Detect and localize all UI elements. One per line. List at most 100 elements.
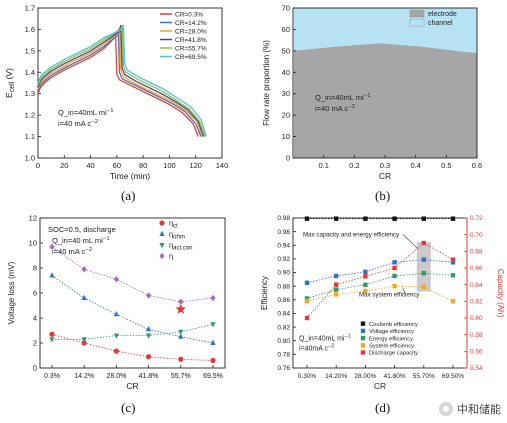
data-point bbox=[450, 260, 456, 265]
x-tick-label: 0.2 bbox=[349, 161, 359, 170]
legend-marker bbox=[360, 343, 366, 348]
data-point bbox=[421, 257, 426, 262]
series-line bbox=[306, 272, 454, 299]
y-tick-label: 70 bbox=[282, 4, 290, 13]
data-point bbox=[49, 243, 55, 250]
data-point bbox=[304, 298, 310, 304]
legend-label: channel bbox=[428, 20, 453, 27]
series-line bbox=[51, 246, 214, 303]
y-tick-label: 0.80 bbox=[277, 338, 290, 345]
data-point bbox=[450, 216, 456, 221]
data-point bbox=[450, 298, 456, 304]
series-line bbox=[306, 242, 454, 319]
legend-label: Coulomb efficiency bbox=[369, 322, 418, 328]
series-line bbox=[37, 31, 199, 137]
legend-marker bbox=[159, 243, 165, 249]
x-tick-label: 41.8% bbox=[139, 373, 159, 380]
legend-marker bbox=[360, 335, 366, 341]
legend-label: ηohm bbox=[169, 230, 185, 241]
data-point bbox=[81, 340, 87, 346]
y-tick-label: 2 bbox=[33, 339, 37, 348]
y-right-tick-label: 0.70 bbox=[470, 232, 483, 239]
y-tick-label: 4 bbox=[33, 314, 37, 323]
data-point bbox=[363, 216, 368, 221]
data-point bbox=[81, 337, 87, 343]
legend-label: Discharge capacity bbox=[369, 351, 418, 357]
legend-marker bbox=[159, 252, 165, 260]
data-point bbox=[363, 274, 368, 279]
y-tick-label: 1.0 bbox=[25, 154, 35, 163]
y-axis-label: Voltage loss (mV) bbox=[7, 261, 16, 324]
series-line bbox=[306, 259, 454, 284]
y-right-tick-label: 0.64 bbox=[470, 282, 483, 289]
caption-a: (a) bbox=[121, 188, 136, 203]
annotation-arrow bbox=[402, 287, 406, 294]
data-point bbox=[392, 216, 397, 221]
series-line bbox=[52, 323, 214, 340]
legend-label: electrode bbox=[428, 11, 457, 18]
data-point bbox=[210, 339, 216, 345]
annotation-max-capacity: Max capacity and energy efficiency bbox=[303, 231, 400, 238]
data-point bbox=[304, 296, 310, 301]
y-tick-label: 0.94 bbox=[277, 242, 290, 249]
legend-swatch bbox=[409, 18, 425, 27]
annotation-current: i=40mA c--2 bbox=[299, 344, 334, 353]
data-point bbox=[392, 265, 397, 271]
data-point bbox=[334, 287, 339, 292]
x-tick-label: 60 bbox=[113, 161, 121, 170]
x-tick-label: 55.70% bbox=[413, 373, 435, 380]
data-point bbox=[334, 273, 339, 279]
legend-label: CR=0.3% bbox=[175, 12, 203, 19]
annotation-flow: Q_in=40mL mi--1 bbox=[315, 93, 370, 102]
y-tick-label: 1.3 bbox=[25, 89, 35, 98]
data-point bbox=[146, 326, 152, 332]
data-point bbox=[81, 266, 87, 273]
y-tick-label: 0.82 bbox=[277, 324, 290, 331]
data-point bbox=[450, 273, 456, 278]
legend-label: CR=69.5% bbox=[175, 54, 207, 61]
series-line bbox=[51, 333, 214, 361]
chart-d: 0.30% 14.20% 28.00% 41.80% 55.70% 69.50% 0.76 0… bbox=[260, 215, 505, 391]
y-tick-label: 40 bbox=[282, 68, 290, 77]
legend-label: System efficiency bbox=[369, 343, 414, 349]
y-tick-label: 20 bbox=[282, 111, 290, 120]
x-tick-label: 69.50% bbox=[442, 373, 464, 380]
y-tick-label: 0.90 bbox=[277, 270, 290, 277]
data-point bbox=[304, 216, 310, 221]
series-line bbox=[37, 29, 202, 137]
y-tick-label: 0.96 bbox=[277, 229, 290, 236]
data-point bbox=[210, 294, 216, 302]
annotation-flow: Q_in=40 mL mi--1 bbox=[52, 236, 110, 245]
data-point bbox=[304, 315, 310, 321]
data-point bbox=[334, 282, 339, 287]
x-tick-label: 100 bbox=[163, 161, 176, 170]
star-marker bbox=[175, 303, 186, 314]
data-point bbox=[81, 294, 87, 300]
legend-swatch bbox=[409, 9, 425, 18]
data-point bbox=[113, 333, 119, 339]
x-tick-label: 28.0% bbox=[106, 373, 126, 380]
legend-label: CR=28.0% bbox=[175, 29, 207, 36]
x-tick-label: 0.30% bbox=[298, 373, 317, 380]
legend-label: CR=41.8% bbox=[175, 37, 207, 44]
chart-a: 0 20 40 60 80 100 120 140 1.0 1.1 1.2 1.3 1.4 1.5 1.6 1… bbox=[4, 4, 228, 182]
y-tick-label: 1.5 bbox=[25, 46, 35, 55]
data-point bbox=[392, 260, 397, 265]
y-axis-label: Flow rate proportion (%) bbox=[262, 40, 271, 126]
annotation-current: i=40 mA c--2 bbox=[315, 104, 355, 113]
y-tick-label: 0.76 bbox=[277, 365, 290, 372]
caption-c: (c) bbox=[121, 400, 136, 415]
data-point bbox=[146, 354, 152, 360]
y-right-tick-label: 0.60 bbox=[470, 315, 483, 322]
y-tick-label: 8 bbox=[33, 264, 37, 273]
data-point bbox=[363, 288, 368, 294]
series-line bbox=[306, 285, 454, 302]
data-point bbox=[421, 284, 426, 290]
legend-label: CR=55.7% bbox=[175, 46, 207, 53]
y-tick-label: 0 bbox=[33, 364, 37, 373]
legend-marker bbox=[159, 220, 165, 226]
data-point bbox=[178, 298, 184, 305]
data-point bbox=[421, 240, 426, 246]
y-right-tick-label: 0.72 bbox=[470, 215, 483, 222]
y-tick-label: 10 bbox=[282, 132, 290, 141]
